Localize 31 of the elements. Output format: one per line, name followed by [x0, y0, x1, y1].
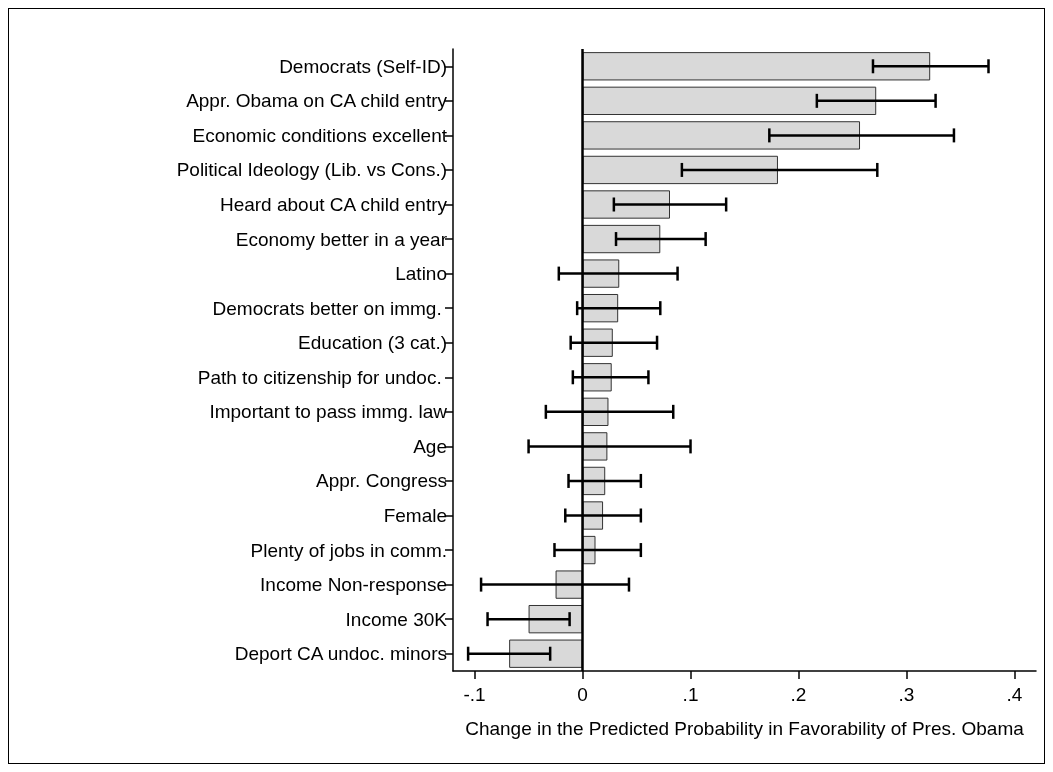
y-tick-label: Economy better in a year: [235, 228, 448, 250]
y-tick-label: Important to pass immg. law: [209, 401, 448, 423]
y-tick-label: Income Non-response: [260, 574, 447, 596]
y-tick-label: Age: [413, 435, 447, 457]
bar: [509, 639, 583, 668]
x-tick-label: .3: [898, 684, 915, 705]
bar: [582, 224, 661, 254]
x-tick-label: .1: [682, 684, 699, 705]
y-tick-label: Appr. Congress: [316, 470, 447, 492]
bar: [582, 52, 931, 81]
bar: [582, 86, 877, 115]
y-tick-label: Latino: [395, 263, 447, 285]
y-tick-label: Appr. Obama on CA child entry: [186, 90, 448, 112]
y-tick-label: Path to citizenship for undoc.: [197, 366, 447, 388]
y-tick-label: Plenty of jobs in comm.: [250, 539, 447, 561]
x-tick-label: 0: [577, 684, 588, 705]
x-axis-title: Change in the Predicted Probability in Favorability of Pres. Obama: [465, 718, 1025, 739]
x-tick-label: .4: [1006, 684, 1023, 705]
y-tick-label: Female: [383, 505, 447, 526]
y-tick-label: Heard about CA child entry: [219, 194, 448, 215]
y-tick-label: Income 30K: [345, 608, 448, 630]
y-tick-label: Democrats (Self-ID): [279, 55, 447, 77]
y-tick-label: Education (3 cat.): [298, 332, 447, 354]
y-tick-label: Political Ideology (Lib. vs Cons.): [176, 159, 447, 181]
y-tick-label: Economic conditions excellent: [192, 124, 448, 146]
y-tick-label: Democrats better on immg.: [212, 297, 447, 319]
bar: [582, 121, 861, 150]
x-tick-label: -.1: [463, 684, 486, 705]
x-tick-label: .2: [790, 684, 807, 705]
y-tick-label: Deport CA undoc. minors: [234, 643, 447, 665]
bar: [582, 155, 778, 185]
